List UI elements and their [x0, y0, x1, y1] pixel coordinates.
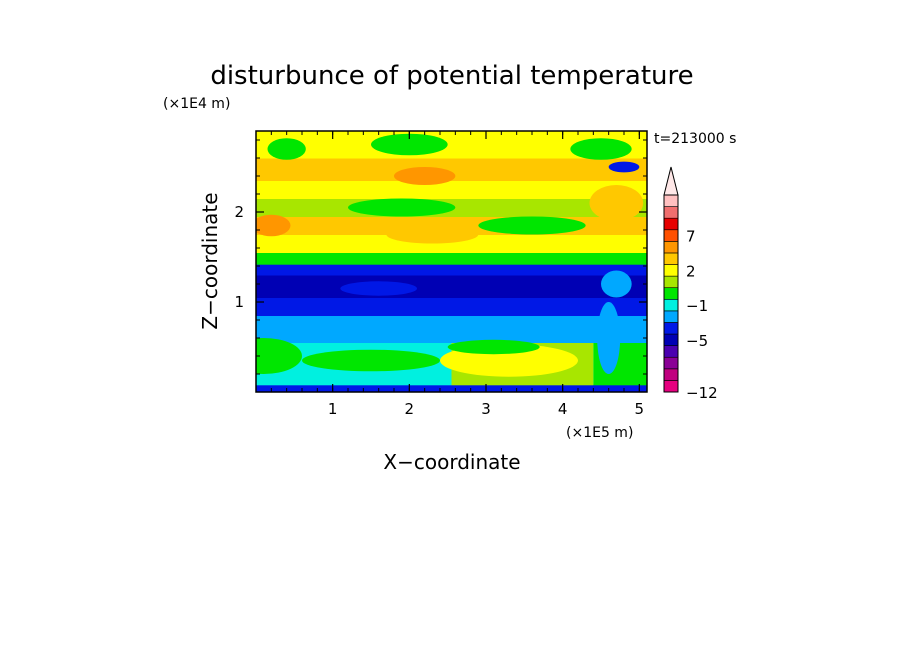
contour-band-12 — [256, 180, 647, 199]
contour-patch-0 — [256, 338, 302, 374]
colorbar-swatch-6 — [663, 310, 679, 323]
colorbar-top-arrow — [663, 166, 679, 196]
contour-patch-5 — [340, 281, 417, 296]
contour-band-4 — [256, 315, 647, 343]
chart-title: disturbunce of potential temperature — [210, 61, 693, 91]
contour-patch-7 — [478, 216, 586, 235]
contour-patch-4 — [263, 279, 326, 298]
contour-patch-3 — [447, 339, 540, 355]
contour-patch-1 — [302, 349, 440, 372]
contour-patch-6 — [386, 225, 479, 244]
contour-patch-10 — [589, 185, 644, 221]
time-label: t=213000 s — [654, 131, 736, 147]
colorbar-label-3: 2 — [686, 262, 696, 280]
colorbar-swatch-8 — [663, 287, 679, 300]
x-axis-label: X−coordinate — [383, 450, 520, 474]
colorbar-frame — [663, 194, 679, 393]
x-unit-label: (×1E5 m) — [566, 425, 633, 441]
colorbar-swatch-9 — [663, 275, 679, 289]
colorbar-swatch-7 — [663, 298, 679, 312]
x-tick-label-0: 1 — [328, 400, 338, 418]
x-tick-label-3: 4 — [558, 400, 568, 418]
contour-patch-9 — [348, 198, 456, 217]
colorbar-swatch-5 — [663, 322, 679, 335]
plot-frame — [255, 130, 648, 393]
axis-ticks: 1 2 3 4 5 1 2 — [234, 131, 647, 418]
colorbar-swatch-12 — [663, 241, 679, 254]
contour-field — [256, 131, 647, 392]
colorbar-swatch-15 — [663, 206, 679, 219]
colorbar-label-0: −12 — [686, 384, 718, 402]
contour-patch-8 — [256, 214, 291, 237]
y-unit-label: (×1E4 m) — [163, 96, 230, 112]
contour-patch-16 — [597, 302, 621, 374]
colorbar-swatch-3 — [663, 345, 679, 358]
colorbar-swatch-4 — [663, 333, 679, 346]
contour-band-7 — [256, 264, 647, 276]
contour-patch-12 — [608, 161, 640, 173]
contour-patch-14 — [570, 138, 632, 160]
colorbar: −12−5−127 — [663, 166, 718, 402]
colorbar-label-1: −5 — [686, 332, 708, 350]
colorbar-swatch-2 — [663, 356, 679, 370]
colorbar-swatch-16 — [663, 194, 679, 207]
x-tick-label-2: 3 — [481, 400, 491, 418]
colorbar-swatch-10 — [663, 264, 679, 277]
colorbar-swatch-13 — [663, 229, 679, 242]
colorbar-label-2: −1 — [686, 297, 708, 315]
contour-patch-15 — [267, 138, 306, 160]
colorbar-swatch-1 — [663, 368, 679, 381]
x-tick-label-1: 2 — [405, 400, 415, 418]
colorbar-swatch-11 — [663, 252, 679, 265]
contour-band-5 — [256, 297, 647, 316]
colorbar-swatch-14 — [663, 217, 679, 231]
y-tick-label-0: 1 — [234, 293, 244, 311]
contour-patch-13 — [371, 133, 448, 156]
contour-band-13 — [256, 158, 647, 181]
contour-band-0 — [256, 384, 647, 392]
contour-band-8 — [256, 252, 647, 265]
contour-patch-11 — [394, 167, 456, 185]
contour-band-9 — [256, 234, 647, 253]
colorbar-swatch-0 — [663, 380, 679, 393]
y-axis-label: Z−coordinate — [198, 192, 222, 329]
y-tick-label-1: 2 — [234, 203, 244, 221]
contour-patch-17 — [601, 270, 632, 298]
x-tick-label-4: 5 — [635, 400, 645, 418]
colorbar-label-4: 7 — [686, 228, 696, 246]
